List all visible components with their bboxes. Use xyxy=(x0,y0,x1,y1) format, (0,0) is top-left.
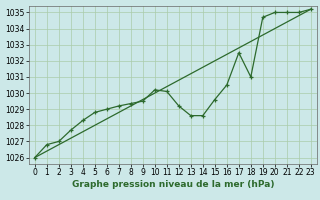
X-axis label: Graphe pression niveau de la mer (hPa): Graphe pression niveau de la mer (hPa) xyxy=(72,180,274,189)
